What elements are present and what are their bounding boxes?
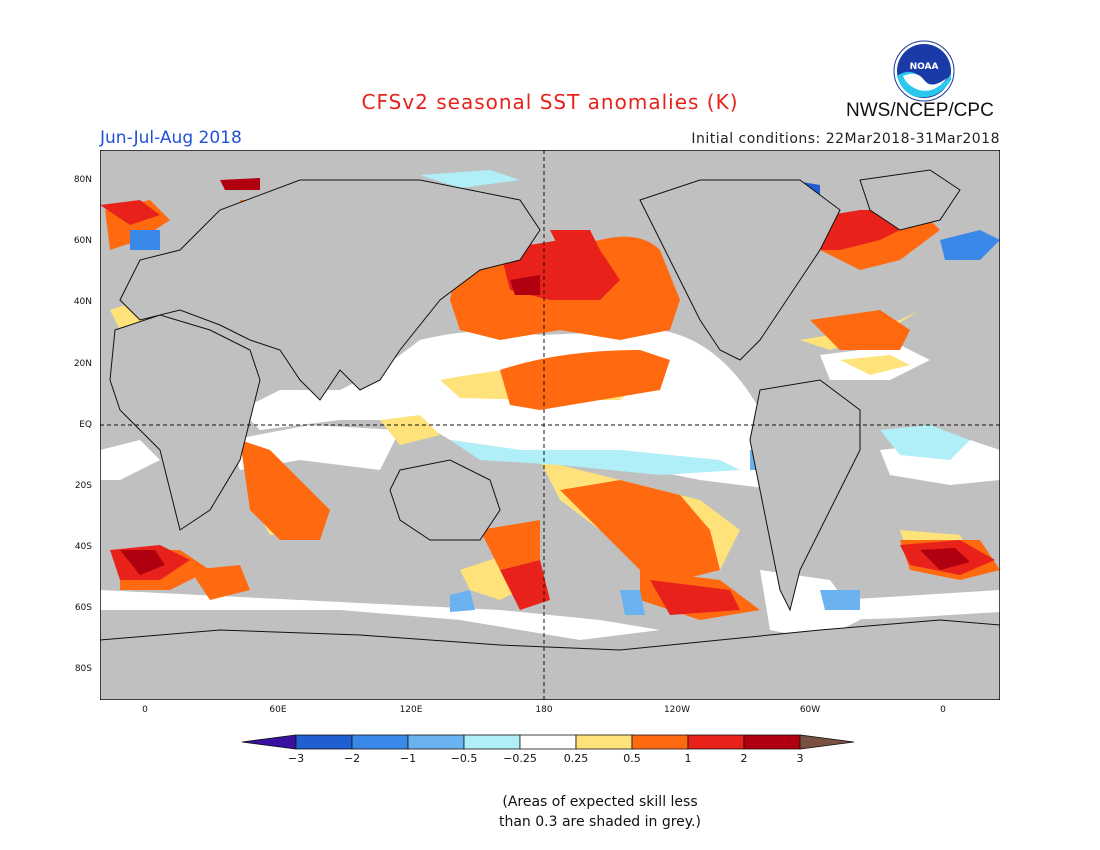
colorbar-swatches (241, 734, 855, 750)
colorbar-swatch (463, 734, 521, 750)
colorbar-tick-label: 3 (796, 752, 804, 765)
colorbar-tick-label: 1 (684, 752, 692, 765)
colorbar-tick-label: −2 (343, 752, 361, 765)
colorbar-swatch (295, 734, 353, 750)
colorbar-swatch-high (799, 734, 855, 750)
south-america-outline (749, 379, 861, 612)
lat-label-20s: 20S (74, 481, 92, 491)
lat-label-60s: 60S (74, 603, 92, 613)
noaa-logo-icon: NOAA (893, 40, 955, 102)
lon-label-60e: 60E (269, 705, 287, 715)
lat-label-20n: 20N (73, 359, 92, 369)
colorbar-swatch (407, 734, 465, 750)
australia-outline (389, 459, 501, 541)
colorbar-tick-label: −3 (287, 752, 305, 765)
colorbar-swatch (687, 734, 745, 750)
lon-label-0-right: 0 (940, 705, 946, 715)
eurasia-outline (119, 179, 541, 401)
coastlines (100, 169, 1000, 700)
cool-anomalies (130, 170, 1000, 615)
footnote-line-1: (Areas of expected skill less (502, 794, 698, 810)
very-strong-warm-anomalies (120, 178, 970, 575)
colorbar (241, 734, 855, 750)
lat-label-40s: 40S (74, 542, 92, 552)
north-america-outline (639, 179, 841, 361)
lat-label-80n: 80N (73, 175, 92, 185)
lat-label-eq: EQ (79, 420, 92, 430)
colorbar-tick-label: −1 (399, 752, 417, 765)
colorbar-swatch (743, 734, 801, 750)
footnote: (Areas of expected skill less than 0.3 a… (470, 792, 730, 832)
colorbar-swatch (519, 734, 577, 750)
initial-conditions-label: Initial conditions: 22Mar2018-31Mar2018 (691, 131, 1000, 147)
sst-anomaly-map (100, 150, 1000, 700)
lon-label-120e: 120E (399, 705, 423, 715)
colorbar-tick-label: 0.5 (623, 752, 641, 765)
lon-label-60w: 60W (799, 705, 821, 715)
colorbar-tick-label: 0.25 (563, 752, 589, 765)
antarctica-outline (100, 619, 1000, 700)
svg-text:NOAA: NOAA (910, 62, 939, 72)
map-title: CFSv2 seasonal SST anomalies (K) (361, 90, 739, 114)
colorbar-swatch (631, 734, 689, 750)
lat-label-40n: 40N (73, 297, 92, 307)
colorbar-tick-label: −0.5 (450, 752, 478, 765)
colorbar-tick-label: −0.25 (503, 752, 537, 765)
lon-label-120w: 120W (663, 705, 691, 715)
colorbar-swatch-low (241, 734, 297, 750)
lon-label-180: 180 (535, 705, 553, 715)
lon-label-0: 0 (142, 705, 148, 715)
footnote-line-2: than 0.3 are shaded in grey.) (498, 814, 701, 830)
lat-label-80s: 80S (74, 664, 92, 674)
season-label: Jun-Jul-Aug 2018 (100, 128, 242, 148)
greenland-outline (859, 169, 961, 231)
lat-label-60n: 60N (73, 236, 92, 246)
africa-outline (109, 314, 261, 531)
colorbar-tick-label: 2 (740, 752, 748, 765)
colorbar-swatch (575, 734, 633, 750)
agency-label: NWS/NCEP/CPC (846, 100, 994, 121)
colorbar-swatch (351, 734, 409, 750)
